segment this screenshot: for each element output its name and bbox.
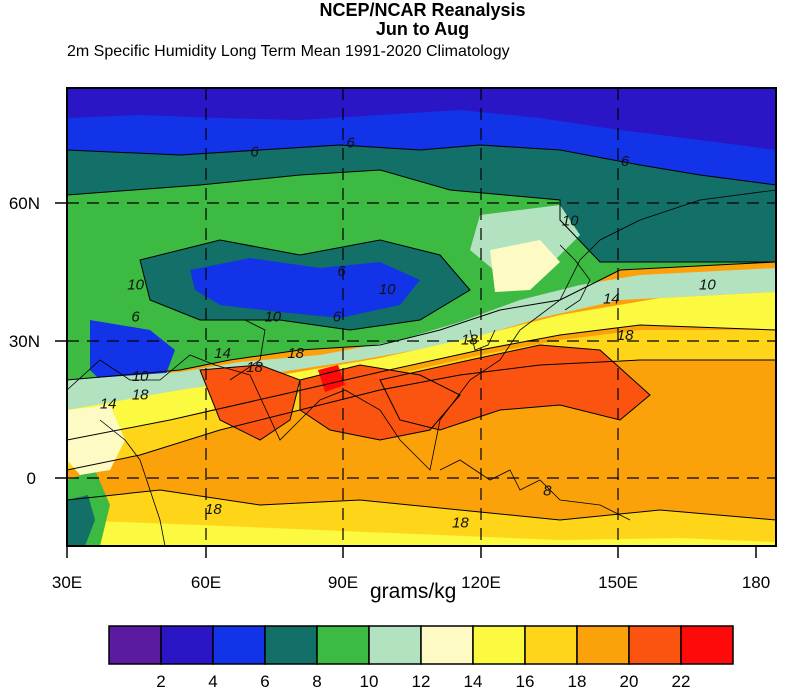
contour-label: 14 [603, 290, 620, 307]
lat-lon-grid [67, 88, 776, 546]
xtick-30e: 30E [52, 573, 82, 592]
colorbar-label: 2 [156, 672, 166, 691]
contour-label: 18 [246, 359, 263, 376]
xtick-150e: 150E [598, 573, 638, 592]
contour-label: 6 [131, 309, 140, 326]
contour-label: 10 [264, 309, 281, 326]
contour-label: 10 [379, 281, 396, 298]
contour-label: 14 [100, 396, 117, 413]
xtick-90e: 90E [328, 573, 358, 592]
contour-label: 14 [214, 345, 231, 362]
colorbar-label: 16 [515, 672, 535, 691]
contour-lines [67, 144, 776, 521]
xtick-60e: 60E [191, 573, 221, 592]
contour-label: 18 [452, 515, 469, 532]
colorbar-swatch [420, 625, 474, 665]
colorbar-label: 8 [312, 672, 322, 691]
field-14-east [490, 240, 560, 292]
contour-label: 10 [127, 277, 144, 294]
field-16-band [67, 292, 776, 440]
contour-label: 10 [699, 277, 716, 294]
map-fields [67, 88, 776, 546]
ytick-0: 0 [27, 469, 36, 488]
colorbar-swatch [108, 625, 162, 665]
field-22-pacific [380, 345, 650, 430]
colorbar-label: 12 [411, 672, 431, 691]
contour-label: 18 [461, 332, 478, 349]
contour-label: 10 [132, 368, 149, 385]
colorbar [108, 625, 734, 665]
colorbar-label: 20 [619, 672, 639, 691]
ytick-60n: 60N [9, 194, 40, 213]
colorbar-swatch [472, 625, 526, 665]
field-18-band [67, 330, 776, 470]
contour-label: 6 [621, 153, 630, 170]
contour-label: 6 [337, 263, 346, 280]
colorbar-label: 4 [208, 672, 218, 691]
xtick-120e: 120E [461, 573, 501, 592]
contour-label: 18 [132, 386, 149, 403]
field-14-horn [67, 405, 125, 475]
colorbar-swatch [264, 625, 318, 665]
colorbar-swatch [316, 625, 370, 665]
colorbar-swatch [212, 625, 266, 665]
colorbar-swatch [576, 625, 630, 665]
field-6-inner [190, 258, 420, 318]
contour-label: 18 [205, 501, 222, 518]
colorbar-swatch [524, 625, 578, 665]
ytick-30n: 30N [9, 332, 40, 351]
colorbar-swatch [628, 625, 682, 665]
colorbar-label: 18 [567, 672, 587, 691]
colorbar-label: 14 [463, 672, 483, 691]
contour-label: 18 [287, 345, 304, 362]
contour-label: 10 [562, 212, 579, 229]
xtick-180: 180 [742, 573, 770, 592]
map-title: NCEP/NCAR Reanalysis [319, 0, 526, 20]
axis-ticks [55, 202, 757, 558]
contour-label: 18 [617, 327, 634, 344]
colorbar-swatch [368, 625, 422, 665]
field-16-south [67, 520, 776, 546]
contour-label: 6 [333, 309, 342, 326]
map-description: 2m Specific Humidity Long Term Mean 1991… [67, 43, 510, 60]
contour-label: 6 [250, 144, 259, 161]
plot-frame [66, 87, 777, 547]
colorbar-swatch [160, 625, 214, 665]
coastlines [67, 189, 776, 546]
field-22-south-asia [200, 365, 300, 440]
colorbar-label: 22 [671, 672, 691, 691]
field-24-core [318, 365, 345, 392]
contour-label: 8 [543, 483, 552, 500]
field-2-band [67, 88, 776, 150]
colorbar-label: 6 [260, 672, 270, 691]
map-subtitle: Jun to Aug [375, 19, 470, 39]
units-label: grams/kg [370, 580, 457, 603]
contour-label: 6 [346, 135, 355, 152]
colorbar-swatch [680, 625, 734, 665]
colorbar-label: 10 [359, 672, 379, 691]
field-6-east-africa [67, 495, 95, 546]
